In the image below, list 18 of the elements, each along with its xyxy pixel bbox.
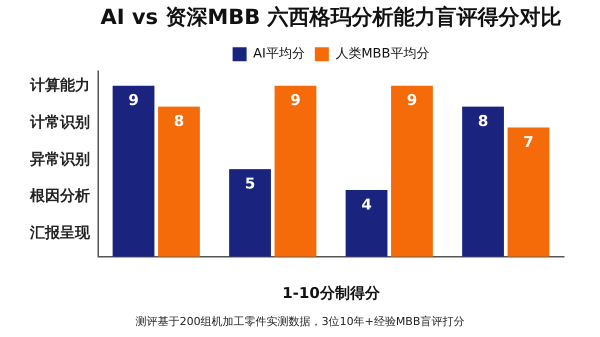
- text: 汇报呈现: [29, 223, 91, 242]
- chart-title: AI vs 资深MBB 六西格玛分析能力盲评得分对比: [100, 5, 562, 30]
- text: 根因分析: [29, 186, 90, 205]
- data-label: 9: [406, 91, 418, 110]
- data-label: 9: [290, 91, 301, 110]
- text: 计常识别: [29, 112, 90, 131]
- data-label: 8: [174, 112, 184, 130]
- text: 计算能力: [29, 76, 90, 94]
- data-label: 5: [244, 174, 256, 192]
- legend-label: AI平均分: [253, 46, 305, 62]
- data-label: 9: [128, 91, 139, 110]
- text: 异常识别: [29, 150, 90, 168]
- text: 测评基于200组机加工零件实测数据，3位10年+经验MBB盲评打分: [136, 314, 464, 328]
- data-label: 8: [478, 112, 488, 130]
- data-label: 4: [361, 195, 372, 214]
- data-label: 7: [523, 132, 534, 151]
- legend-label: 人类MBB平均分: [335, 46, 430, 62]
- x-axis-title: 1-10分制得分: [282, 284, 381, 302]
